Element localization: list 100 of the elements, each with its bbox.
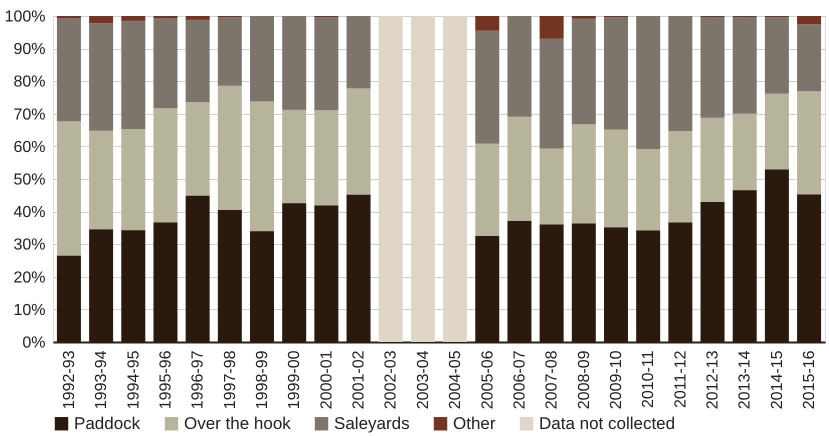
y-tick-label: 70% [13, 106, 46, 124]
bar [540, 16, 564, 38]
bar [764, 94, 789, 170]
x-tick-label: 1995-96 [157, 350, 174, 410]
bar [668, 131, 692, 222]
bar [700, 118, 725, 202]
bar [186, 102, 210, 196]
y-tick-label: 30% [13, 236, 46, 254]
x-tick-label: 2013-14 [736, 350, 754, 410]
x-tick-label: 2002-03 [382, 350, 400, 410]
bar [604, 129, 628, 228]
legend-label: Paddock [74, 414, 141, 433]
bar [314, 110, 338, 206]
x-tick-label: 2003-04 [414, 350, 432, 410]
bar [507, 116, 532, 221]
x-tick-label: 1996-97 [190, 350, 207, 410]
y-tick-label: 80% [13, 74, 46, 91]
bar [121, 230, 146, 342]
x-tick-label: 2001-02 [350, 350, 368, 410]
bar [282, 203, 306, 342]
bar [410, 16, 435, 342]
bar [572, 18, 596, 124]
y-tick-label: 0% [22, 334, 46, 352]
x-tick-label: 2014-15 [768, 350, 786, 410]
bar [700, 202, 725, 342]
bar [475, 16, 500, 31]
x-tick-label: 2004-05 [447, 350, 464, 410]
x-tick-label: 2007-08 [544, 350, 561, 410]
bar [121, 16, 146, 21]
x-tick-label: 2009-10 [608, 350, 625, 410]
bar [186, 196, 210, 342]
x-tick-label: 1992-93 [60, 350, 78, 410]
x-tick-label: 1994-95 [125, 350, 142, 410]
bar [732, 114, 757, 190]
bar [636, 16, 660, 150]
bar [56, 121, 81, 256]
bar [314, 17, 338, 110]
x-tick-label: 1999-00 [286, 350, 304, 410]
x-tick-label: 2011-12 [672, 350, 690, 408]
bar [668, 16, 692, 132]
bar [797, 16, 822, 24]
bar [572, 16, 596, 19]
x-tick-label: 1997-98 [222, 350, 239, 410]
bar [636, 230, 660, 342]
legend-label: Saleyards [334, 414, 410, 433]
bar [153, 222, 178, 342]
bar [668, 222, 692, 342]
bar [540, 148, 564, 224]
bar [346, 194, 371, 342]
y-tick-label: 60% [13, 138, 46, 156]
x-tick-label: 1993-94 [93, 350, 110, 410]
bar [572, 223, 596, 342]
bar [186, 16, 210, 20]
bar [507, 16, 532, 117]
y-tick-label: 40% [13, 204, 46, 222]
bar [121, 129, 146, 230]
bar [121, 20, 146, 130]
bar [764, 170, 789, 342]
bar [700, 16, 725, 118]
bar [475, 143, 500, 236]
bar [764, 17, 789, 94]
y-tick-label: 90% [13, 41, 46, 58]
bar [797, 91, 822, 194]
x-tick-label: 2005-06 [479, 350, 496, 410]
legend-label: Data not collected [539, 414, 676, 433]
bar [153, 18, 178, 108]
legend-label: Over the hook [184, 414, 292, 433]
bar [89, 229, 114, 342]
bar [475, 236, 500, 342]
x-tick-label: 2015-16 [801, 350, 818, 410]
bar [636, 149, 660, 231]
legend-label: Other [453, 414, 496, 433]
bar [797, 24, 822, 92]
x-tick-label: 2012-13 [704, 350, 722, 410]
bar [89, 23, 114, 131]
y-tick-label: 100% [4, 8, 46, 26]
bar [153, 108, 178, 222]
bar [218, 86, 242, 210]
bar [732, 16, 757, 114]
y-tick-label: 20% [13, 269, 46, 286]
bar [378, 16, 403, 342]
x-tick-label: 2008-09 [576, 350, 593, 410]
bar [507, 220, 532, 342]
x-tick-label: 1998-99 [254, 350, 272, 410]
bar [314, 205, 338, 342]
bar [56, 18, 81, 122]
bar [540, 224, 564, 342]
bar [56, 256, 81, 342]
bar [346, 88, 371, 195]
x-tick-label: 2010-11 [640, 350, 658, 408]
bar [443, 16, 468, 342]
x-tick-label: 2000-01 [318, 350, 336, 410]
bar [282, 110, 306, 204]
bar [475, 30, 500, 144]
bar [250, 16, 274, 102]
bar [604, 17, 628, 130]
bar [250, 231, 274, 342]
bar [250, 101, 274, 232]
x-tick-label: 2006-07 [511, 350, 528, 410]
bar [797, 194, 822, 342]
